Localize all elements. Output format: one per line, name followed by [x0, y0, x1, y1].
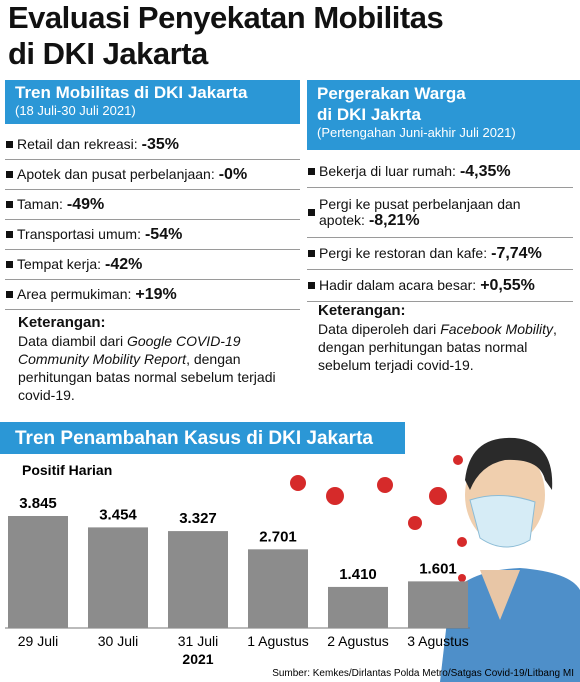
bar	[248, 549, 308, 628]
movement-header: Pergerakan Warga di DKI Jakrta (Pertenga…	[307, 80, 580, 150]
note-text: Data diambil dari	[18, 333, 127, 349]
item-label: Bekerja di luar rumah:	[319, 162, 456, 179]
list-item: Area permukiman: +19%	[5, 280, 300, 310]
note-text: , dengan perhitungan batas normal sebelu…	[18, 351, 276, 403]
bar	[88, 527, 148, 628]
value-label: 3.327	[179, 510, 217, 527]
list-item: Retail dan rekreasi: -35%	[5, 130, 300, 160]
value-label: 2.701	[259, 528, 297, 545]
item-label: Transportasi umum:	[17, 225, 141, 242]
bar	[8, 516, 68, 628]
mobility-header: Tren Mobilitas di DKI Jakarta (18 Juli-3…	[5, 80, 300, 124]
x-tick-label: 2 Agustus	[327, 633, 389, 649]
bar	[328, 586, 388, 628]
item-label: Hadir dalam acara besar:	[319, 276, 477, 293]
x-tick-label: 1 Agustus	[247, 633, 309, 649]
chart-header	[0, 422, 405, 454]
title-line: di DKI Jakarta	[8, 36, 208, 71]
note-source: Google COVID-19 Community Mobility Repor…	[18, 333, 241, 367]
movement-note: Keterangan: Data diperoleh dari Facebook…	[318, 302, 573, 374]
chart: Tren Penambahan Kasus di DKI Jakarta Pos…	[0, 422, 580, 682]
item-text: Pergi ke restoran dan kafe: -7,74%	[319, 245, 542, 263]
illustration	[290, 437, 580, 682]
mobility-list: Retail dan rekreasi: -35% Apotek dan pusat…	[5, 130, 300, 310]
item-text: Taman: -49%	[17, 196, 104, 214]
x-tick-label: 29 Juli	[18, 633, 58, 649]
note-text: , dengan perhitungan batas normal sebelu…	[318, 321, 557, 373]
mobility-subtitle: (18 Juli-30 Juli 2021)	[15, 103, 136, 118]
item-value: -54%	[144, 225, 183, 243]
item-value: +0,55%	[480, 276, 535, 294]
list-item: Taman: -49%	[5, 190, 300, 220]
item-label: Pergi ke restoran dan kafe:	[319, 244, 488, 261]
value-label: 1.410	[339, 566, 377, 583]
chart-title: Tren Penambahan Kasus di DKI Jakarta	[15, 428, 373, 449]
movement-title: di DKI Jakrta	[317, 105, 421, 124]
item-text: Area permukiman: +19%	[17, 286, 177, 304]
item-value: -4,35%	[459, 162, 511, 180]
item-text: Bekerja di luar rumah: -4,35%	[319, 163, 511, 181]
x-tick-label: 30 Juli	[98, 633, 138, 649]
mobility-note: Keterangan: Data diambil dari Google COV…	[18, 314, 290, 404]
item-value: +19%	[135, 285, 177, 303]
value-label: 3.454	[99, 506, 137, 523]
item-text: Tempat kerja: -42%	[17, 256, 142, 274]
item-label: Taman:	[17, 195, 63, 212]
list-item: Hadir dalam acara besar: +0,55%	[307, 270, 573, 302]
year-label: 2021	[182, 651, 213, 667]
bar	[168, 531, 228, 628]
mobility-title: Tren Mobilitas di DKI Jakarta	[15, 83, 248, 102]
movement-title: Pergerakan Warga	[317, 84, 466, 103]
x-tick-label: 31 Juli	[178, 633, 218, 649]
item-value: -42%	[105, 255, 143, 273]
item-value: -0%	[218, 165, 248, 183]
item-label: Area permukiman:	[17, 285, 132, 302]
item-value: -7,74%	[491, 244, 542, 262]
item-label: Pergi ke pusat perbelanjaan dan apotek:	[319, 195, 521, 228]
item-value: -49%	[66, 195, 105, 213]
item-label: Tempat kerja:	[17, 255, 102, 272]
bar	[408, 581, 468, 628]
list-item: Bekerja di luar rumah: -4,35%	[307, 156, 573, 188]
page-title: Evaluasi Penyekatan Mobilitas di DKI Jak…	[8, 0, 444, 72]
y-label: Positif Harian	[22, 462, 112, 478]
list-item: Pergi ke restoran dan kafe: -7,74%	[307, 238, 573, 270]
item-label: Apotek dan pusat perbelanjaan:	[17, 165, 215, 182]
item-value: -8,21%	[368, 211, 420, 229]
title-line: Evaluasi Penyekatan Mobilitas	[8, 0, 444, 35]
item-value: -35%	[141, 135, 179, 153]
list-item: Apotek dan pusat perbelanjaan: -0%	[5, 160, 300, 190]
item-text: Apotek dan pusat perbelanjaan: -0%	[17, 166, 247, 184]
note-source: Facebook Mobility	[440, 321, 554, 337]
item-label: Retail dan rekreasi:	[17, 135, 138, 152]
list-item: Transportasi umum: -54%	[5, 220, 300, 250]
value-label: 1.601	[419, 560, 457, 577]
note-heading: Keterangan:	[18, 314, 106, 331]
list-item: Pergi ke pusat perbelanjaan dan apotek: -…	[307, 188, 573, 238]
note-heading: Keterangan:	[318, 302, 406, 319]
note-text: Data diperoleh dari	[318, 321, 441, 337]
source: Sumber: Kemkes/Dirlantas Polda Metro/Sat…	[272, 668, 574, 679]
item-text: Hadir dalam acara besar: +0,55%	[319, 277, 535, 295]
item-text: Pergi ke pusat perbelanjaan dan apotek: -…	[319, 196, 573, 230]
value-label: 3.845	[19, 495, 57, 512]
movement-list: Bekerja di luar rumah: -4,35% Pergi ke pus…	[307, 156, 573, 302]
list-item: Tempat kerja: -42%	[5, 250, 300, 280]
item-text: Retail dan rekreasi: -35%	[17, 136, 179, 154]
x-tick-label: 3 Agustus	[407, 633, 469, 649]
item-text: Transportasi umum: -54%	[17, 226, 182, 244]
movement-subtitle: (Pertengahan Juni-akhir Juli 2021)	[317, 125, 516, 140]
